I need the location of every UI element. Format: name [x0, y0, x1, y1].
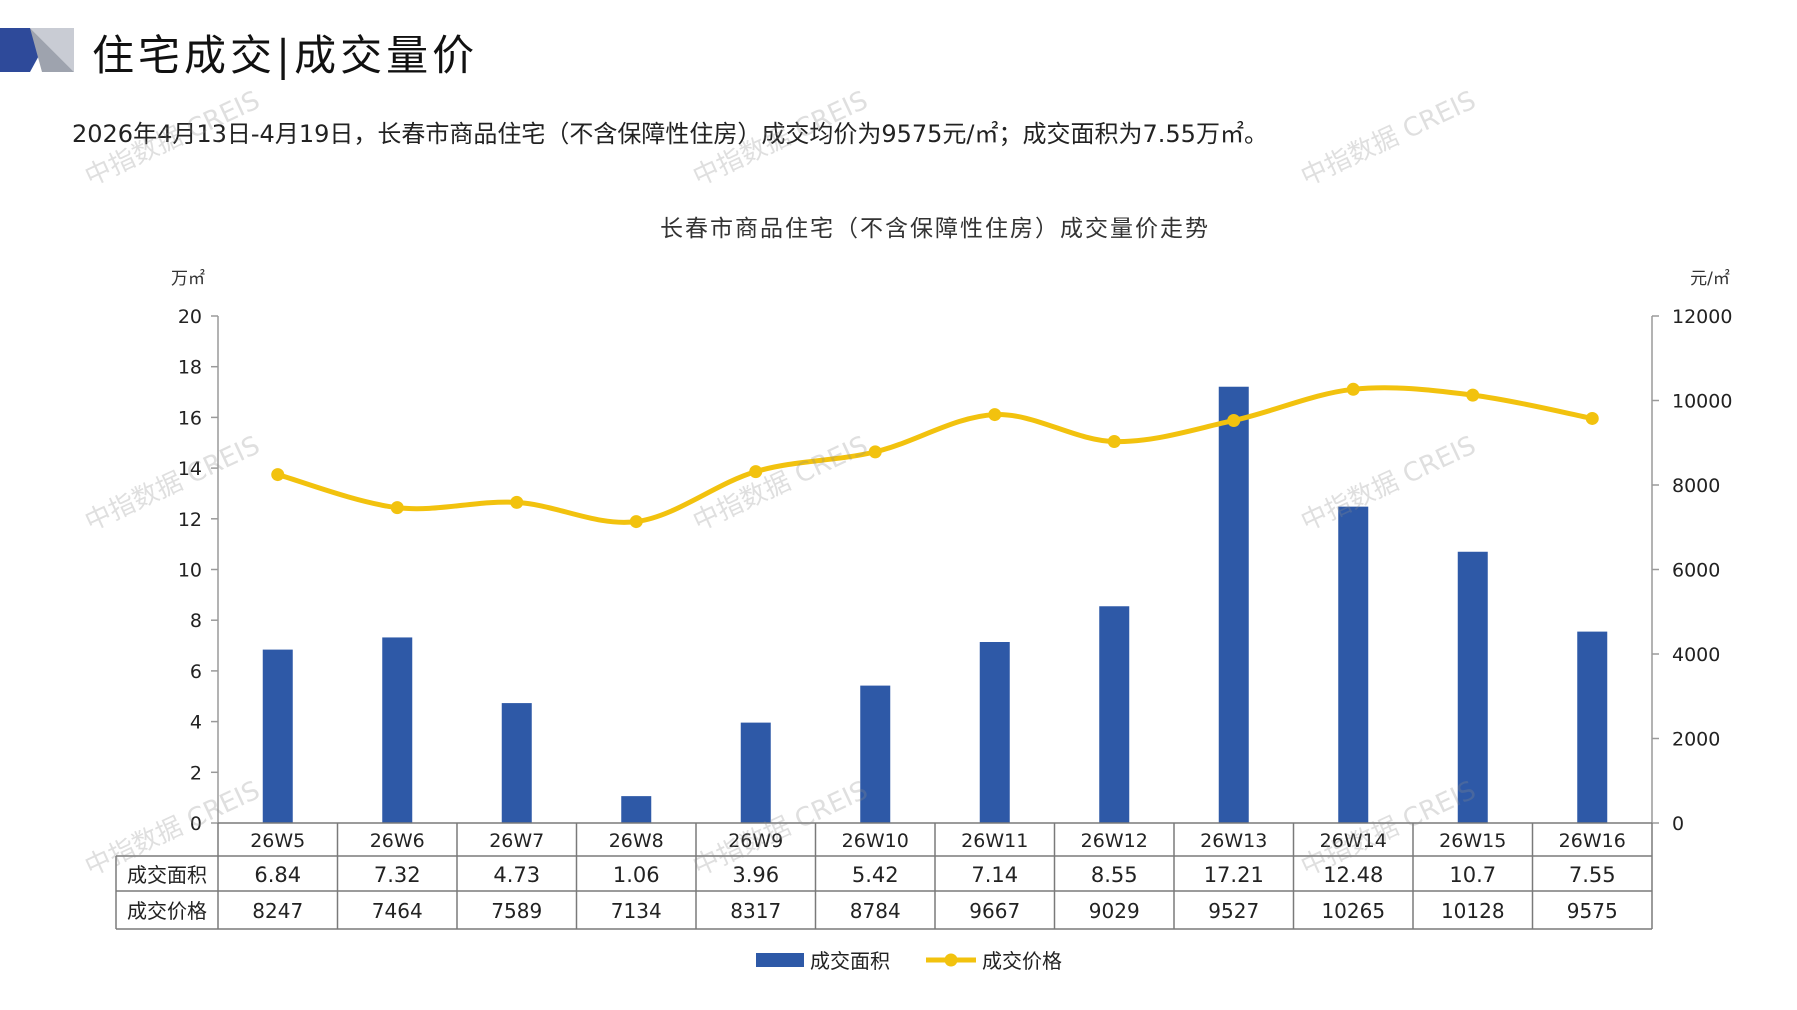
table-price-cell: 9527	[1208, 899, 1259, 923]
right-tick-label: 8000	[1672, 475, 1720, 497]
x-tick-label: 26W12	[1081, 830, 1148, 852]
left-tick-label: 2	[190, 762, 202, 784]
left-tick-label: 0	[190, 813, 202, 835]
logo-icon	[0, 28, 74, 72]
price-point-26W13	[1227, 413, 1241, 427]
right-tick-label: 6000	[1672, 560, 1720, 582]
left-tick-label: 20	[178, 306, 202, 328]
x-tick-label: 26W13	[1200, 830, 1267, 852]
left-tick-label: 16	[178, 407, 202, 429]
table-price-cell: 7134	[611, 899, 662, 923]
x-tick-label: 26W15	[1439, 830, 1506, 852]
legend-price-label: 成交价格	[982, 949, 1062, 973]
left-tick-label: 6	[190, 661, 202, 683]
bar-26W7	[501, 703, 532, 823]
right-tick-label: 10000	[1672, 391, 1732, 413]
right-tick-label: 12000	[1672, 306, 1732, 328]
bar-26W12	[1099, 606, 1130, 823]
table-area-cell: 3.96	[732, 863, 779, 887]
right-axis-unit: 元/㎡	[1690, 269, 1730, 289]
table-area-cell: 7.32	[374, 863, 421, 887]
bar-26W9	[740, 722, 771, 823]
table-area-cell: 8.55	[1091, 863, 1138, 887]
x-tick-label: 26W10	[842, 830, 909, 852]
bar-26W11	[979, 642, 1010, 823]
bar-26W10	[860, 685, 891, 823]
price-point-26W12	[1107, 435, 1121, 449]
left-tick-label: 10	[178, 560, 202, 582]
table-price-cell: 9029	[1089, 899, 1140, 923]
x-tick-label: 26W5	[250, 830, 305, 852]
table-area-cell: 5.42	[852, 863, 899, 887]
left-tick-label: 18	[178, 357, 202, 379]
x-tick-label: 26W8	[609, 830, 664, 852]
price-point-26W7	[510, 495, 524, 509]
x-tick-label: 26W16	[1559, 830, 1626, 852]
price-point-26W14	[1346, 382, 1360, 396]
left-tick-label: 4	[190, 712, 202, 734]
table-price-cell: 9575	[1567, 899, 1618, 923]
bar-26W16	[1577, 631, 1608, 823]
right-tick-label: 0	[1672, 813, 1684, 835]
bar-26W15	[1457, 551, 1488, 823]
bar-26W8	[621, 796, 652, 823]
price-point-26W6	[390, 501, 404, 515]
price-line	[277, 385, 1593, 525]
bar-26W14	[1338, 506, 1369, 823]
x-tick-label: 26W6	[370, 830, 425, 852]
bar-26W6	[382, 637, 413, 823]
table-area-cell: 7.14	[971, 863, 1018, 887]
price-point-26W8	[629, 515, 643, 529]
price-point-26W11	[988, 408, 1002, 422]
x-tick-label: 26W11	[961, 830, 1028, 852]
table-row-label-price: 成交价格	[127, 899, 207, 923]
table-row-label-area: 成交面积	[127, 863, 207, 887]
page-title: 住宅成交|成交量价	[92, 31, 479, 80]
price-point-26W10	[868, 445, 882, 459]
price-point-26W5	[271, 468, 285, 482]
price-point-26W16	[1585, 411, 1599, 425]
left-tick-label: 12	[178, 509, 202, 531]
table-area-cell: 12.48	[1323, 863, 1383, 887]
left-tick-label: 8	[190, 610, 202, 632]
x-tick-label: 26W9	[728, 830, 783, 852]
table-price-cell: 8784	[850, 899, 901, 923]
left-axis-unit: 万㎡	[171, 269, 205, 289]
table-area-cell: 4.73	[493, 863, 540, 887]
page-subtitle: 2026年4月13日-4月19日，长春市商品住宅（不含保障性住房）成交均价为95…	[72, 120, 1268, 148]
bar-26W13	[1218, 386, 1249, 823]
table-price-cell: 10128	[1441, 899, 1505, 923]
price-point-26W15	[1466, 388, 1480, 402]
table-area-cell: 7.55	[1569, 863, 1616, 887]
right-tick-label: 2000	[1672, 729, 1720, 751]
table-price-cell: 9667	[969, 899, 1020, 923]
table-area-cell: 6.84	[254, 863, 301, 887]
table-price-cell: 8317	[730, 899, 781, 923]
legend-area-label: 成交面积	[810, 949, 890, 973]
table-price-cell: 10265	[1321, 899, 1385, 923]
chart-title: 长春市商品住宅（不含保障性住房）成交量价走势	[660, 216, 1210, 242]
table-price-cell: 8247	[252, 899, 303, 923]
table-area-cell: 17.21	[1204, 863, 1264, 887]
legend-line-marker	[944, 953, 958, 967]
price-point-26W9	[749, 465, 763, 479]
right-tick-label: 4000	[1672, 644, 1720, 666]
table-price-cell: 7464	[372, 899, 423, 923]
legend-bar-swatch	[756, 953, 804, 967]
left-tick-label: 14	[178, 458, 202, 480]
x-tick-label: 26W7	[489, 830, 544, 852]
table-price-cell: 7589	[491, 899, 542, 923]
table-area-cell: 1.06	[613, 863, 660, 887]
bar-26W5	[262, 649, 293, 823]
table-area-cell: 10.7	[1449, 863, 1496, 887]
x-tick-label: 26W14	[1320, 830, 1387, 852]
